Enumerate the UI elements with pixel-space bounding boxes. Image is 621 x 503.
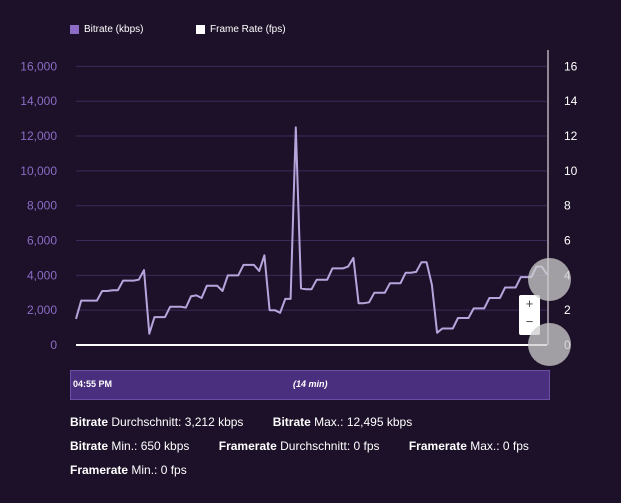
left-axis-tick-label: 12,000 — [20, 129, 57, 143]
right-axis-tick-label: 10 — [564, 164, 578, 178]
grid-lines — [76, 65, 547, 311]
zoom-out-button[interactable]: − — [525, 314, 534, 329]
left-axis-tick-label: 14,000 — [20, 94, 57, 108]
range-handle-top[interactable] — [528, 258, 571, 301]
timeline-navigator[interactable]: 04:55 PM (14 min) — [70, 370, 550, 400]
legend-bitrate-label: Bitrate (kbps) — [84, 24, 144, 35]
timeline-start-time: 04:55 PM — [73, 379, 113, 389]
stats-summary: Bitrate Durchschnitt: 3,212 kbps Bitrate… — [70, 415, 590, 487]
stat-framerate-max: Framerate Max.: 0 fps — [408, 439, 529, 453]
stats-row: Bitrate Durchschnitt: 3,212 kbps Bitrate… — [70, 415, 590, 439]
stat-framerate-min: Framerate Min.: 0 fps — [70, 463, 187, 477]
legend-framerate-swatch — [196, 25, 205, 34]
legend-framerate[interactable]: Frame Rate (fps) — [196, 24, 286, 35]
stat-framerate-avg: Framerate Durchschnitt: 0 fps — [218, 439, 380, 453]
right-axis: 0246810121416 — [564, 59, 578, 352]
zoom-controls: + − — [519, 295, 540, 335]
stats-row: Framerate Min.: 0 fps — [70, 463, 590, 487]
left-axis-tick-label: 8,000 — [27, 199, 57, 213]
left-axis-tick-label: 16,000 — [20, 59, 57, 73]
timeline-duration: (14 min) — [293, 379, 328, 389]
left-axis-tick-label: 2,000 — [27, 303, 57, 317]
stat-bitrate-max: Bitrate Max.: 12,495 kbps — [272, 415, 413, 429]
left-axis: 0 2,000 4,000 6,000 8,000 10,000 12,000 14,000 1… — [20, 59, 57, 352]
right-axis-tick-label: 16 — [564, 59, 578, 73]
legend-framerate-label: Frame Rate (fps) — [210, 24, 286, 35]
legend-bitrate-swatch — [70, 25, 79, 34]
stat-bitrate-min: Bitrate Min.: 650 kbps — [70, 439, 190, 453]
zoom-in-button[interactable]: + — [525, 296, 534, 311]
right-axis-tick-label: 6 — [564, 234, 571, 248]
right-axis-tick-label: 14 — [564, 94, 578, 108]
stats-row: Bitrate Min.: 650 kbps Framerate Durchsc… — [70, 439, 590, 463]
left-axis-tick-label: 10,000 — [20, 164, 57, 178]
range-handle-bottom[interactable] — [528, 323, 571, 366]
bitrate-series-line — [75, 126, 548, 335]
stat-bitrate-avg: Bitrate Durchschnitt: 3,212 kbps — [70, 415, 244, 429]
left-axis-tick-label: 0 — [50, 338, 57, 352]
left-axis-tick-label: 4,000 — [27, 268, 57, 282]
right-axis-tick-label: 8 — [564, 199, 571, 213]
left-axis-tick-label: 6,000 — [27, 234, 57, 248]
legend-bitrate[interactable]: Bitrate (kbps) — [70, 24, 143, 35]
right-axis-tick-label: 12 — [564, 129, 578, 143]
right-axis-tick-label: 2 — [564, 303, 571, 317]
